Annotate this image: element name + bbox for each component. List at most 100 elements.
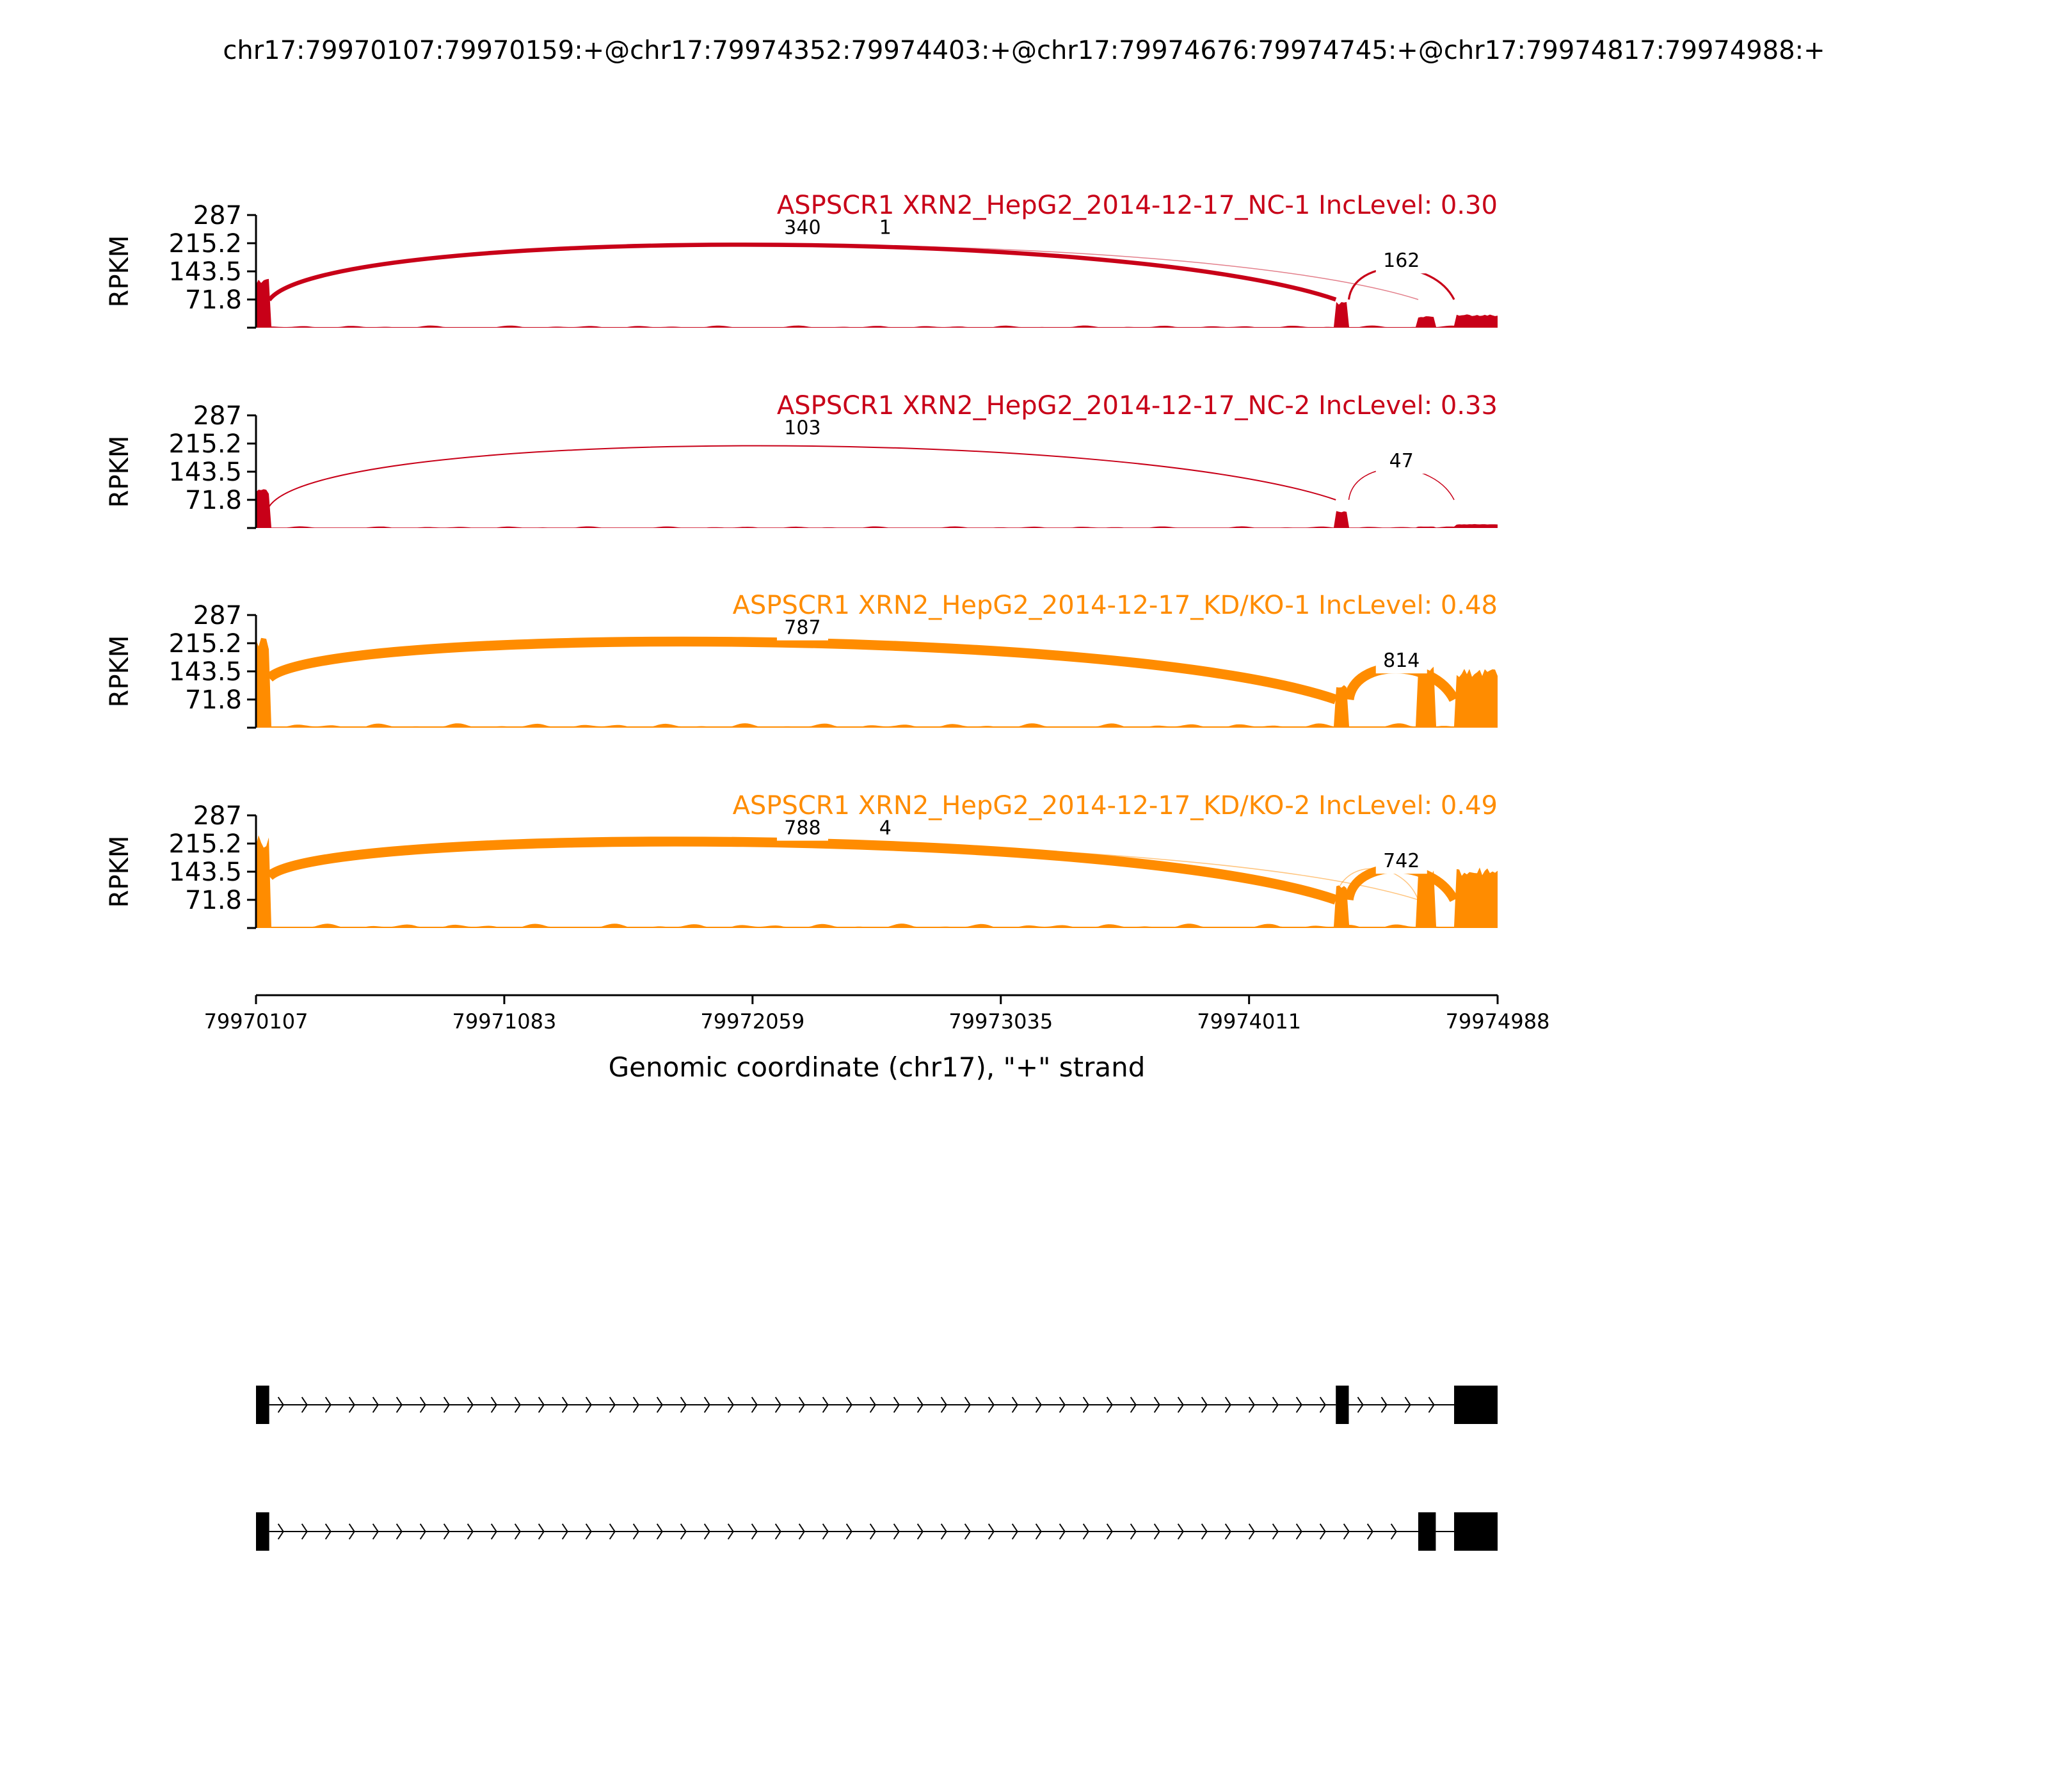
strand-arrow: [1380, 1396, 1388, 1413]
strand-arrow: [1035, 1523, 1042, 1540]
strand-arrow: [372, 1396, 379, 1413]
track-title: ASPSCR1 XRN2_HepG2_2014-12-17_NC-1 IncLe…: [777, 191, 1498, 220]
strand-arrow: [988, 1523, 995, 1540]
strand-arrow: [1106, 1396, 1113, 1413]
y-tick-label: 287: [193, 801, 242, 831]
junction-count-label: 162: [1383, 250, 1420, 272]
strand-arrow: [1248, 1396, 1255, 1413]
strand-arrow: [348, 1523, 355, 1540]
strand-arrow: [656, 1396, 663, 1413]
strand-arrow: [703, 1523, 710, 1540]
strand-arrow: [798, 1523, 805, 1540]
strand-arrow: [396, 1396, 403, 1413]
strand-arrow: [490, 1523, 497, 1540]
y-tick-label: 215.2: [168, 829, 242, 859]
strand-arrow: [490, 1396, 497, 1413]
strand-arrow: [301, 1396, 308, 1413]
y-tick-label: 71.8: [185, 285, 242, 315]
y-axis-label: RPKM: [105, 436, 134, 508]
isoform-1: [256, 1386, 1498, 1424]
strand-arrow: [680, 1523, 687, 1540]
junction-label-bg: [776, 417, 828, 441]
strand-arrow: [822, 1396, 829, 1413]
strand-arrow: [774, 1396, 781, 1413]
y-axis-label: RPKM: [105, 236, 134, 308]
track-title: ASPSCR1 XRN2_HepG2_2014-12-17_NC-2 IncLe…: [777, 391, 1498, 420]
strand-arrow: [561, 1396, 568, 1413]
junction-count-label: 788: [784, 817, 820, 840]
isoform-structures: [256, 1386, 1498, 1551]
coverage-area: [256, 489, 1498, 528]
strand-arrow: [751, 1396, 758, 1413]
strand-arrow: [419, 1396, 426, 1413]
strand-arrow: [869, 1523, 876, 1540]
strand-arrow: [798, 1396, 805, 1413]
strand-arrow: [964, 1523, 971, 1540]
junction-label-bg: [776, 817, 828, 841]
x-tick-label: 79972059: [700, 1009, 804, 1034]
strand-arrow: [1224, 1396, 1231, 1413]
strand-arrow: [1357, 1396, 1364, 1413]
junction-count-label: 1: [879, 217, 892, 239]
junction-count-label: 4: [879, 817, 892, 840]
y-tick-label: 143.5: [168, 657, 242, 687]
strand-arrow: [1130, 1523, 1137, 1540]
x-tick-label: 79974988: [1446, 1009, 1550, 1034]
strand-arrow: [680, 1396, 687, 1413]
strand-arrow: [1201, 1396, 1208, 1413]
strand-arrow: [656, 1523, 663, 1540]
strand-arrow: [609, 1523, 616, 1540]
junction-count-label: 814: [1383, 650, 1420, 672]
junction-label-bg: [1375, 250, 1427, 274]
isoform-2: [256, 1512, 1498, 1551]
strand-arrow: [609, 1396, 616, 1413]
strand-arrow: [845, 1523, 852, 1540]
strand-arrow: [1319, 1523, 1326, 1540]
y-tick-label: 215.2: [168, 229, 242, 259]
strand-arrow: [988, 1396, 995, 1413]
y-tick-label: 287: [193, 401, 242, 431]
track-title: ASPSCR1 XRN2_HepG2_2014-12-17_KD/KO-2 In…: [733, 791, 1498, 820]
y-tick-label: 287: [193, 601, 242, 630]
strand-arrow: [703, 1396, 710, 1413]
strand-arrow: [585, 1396, 592, 1413]
y-tick-label: 215.2: [168, 429, 242, 459]
junction-label-bg: [776, 617, 828, 641]
y-tick-label: 71.8: [185, 886, 242, 915]
strand-arrow: [940, 1396, 947, 1413]
track-title: ASPSCR1 XRN2_HepG2_2014-12-17_KD/KO-1 In…: [733, 591, 1498, 620]
x-axis-label: Genomic coordinate (chr17), "+" strand: [609, 1052, 1146, 1083]
strand-arrow: [1404, 1396, 1411, 1413]
coverage-area: [256, 278, 1498, 328]
strand-arrow: [727, 1396, 734, 1413]
strand-arrow: [467, 1523, 474, 1540]
junction-arc: [269, 244, 1419, 301]
x-tick-label: 79974011: [1197, 1009, 1301, 1034]
strand-arrow: [324, 1523, 332, 1540]
strand-arrow: [845, 1396, 852, 1413]
strand-arrow: [1011, 1396, 1018, 1413]
junction-count-label: 47: [1389, 450, 1414, 472]
strand-arrow: [964, 1396, 971, 1413]
strand-arrow: [538, 1396, 545, 1413]
strand-arrow: [348, 1396, 355, 1413]
figure-title: chr17:79970107:79970159:+@chr17:79974352…: [223, 36, 1825, 65]
x-axis: 79970107 79971083 79972059 79973035 79974011…: [204, 994, 1550, 1034]
x-tick-label: 79970107: [204, 1009, 308, 1034]
strand-arrow: [916, 1523, 924, 1540]
strand-arrow: [419, 1523, 426, 1540]
strand-arrow: [1153, 1523, 1160, 1540]
strand-arrow: [1082, 1396, 1089, 1413]
strand-arrow: [1130, 1396, 1137, 1413]
strand-arrow: [632, 1523, 639, 1540]
exon-block: [256, 1512, 269, 1551]
junction-label-bg: [1375, 650, 1427, 674]
strand-arrow: [1295, 1523, 1302, 1540]
strand-arrow: [301, 1523, 308, 1540]
strand-arrow: [324, 1396, 332, 1413]
strand-arrow: [916, 1396, 924, 1413]
